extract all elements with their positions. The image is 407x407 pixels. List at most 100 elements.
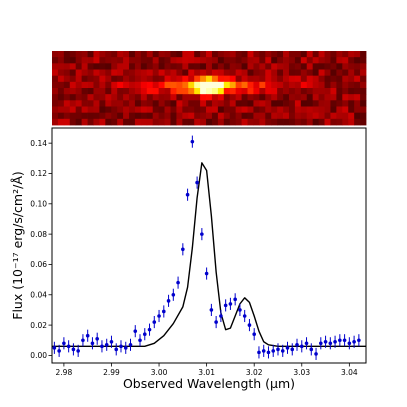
- heatmap-cell: [324, 51, 331, 58]
- heatmap-cell: [354, 112, 361, 120]
- heatmap-cell: [217, 88, 225, 95]
- heatmap-cell: [247, 112, 254, 120]
- heatmap-cell: [188, 106, 195, 114]
- heatmap-cell: [360, 94, 367, 101]
- heatmap-cell: [283, 81, 290, 89]
- heatmap-cell: [206, 81, 213, 89]
- heatmap-cell: [99, 106, 106, 114]
- heatmap-cell: [69, 51, 77, 58]
- heatmap-cell: [52, 100, 59, 107]
- heatmap-cell: [265, 88, 272, 95]
- heatmap-cell: [259, 88, 266, 95]
- heatmap-cell: [354, 100, 361, 107]
- heatmap-cell: [194, 69, 201, 77]
- heatmap-cell: [229, 69, 237, 77]
- data-point: [304, 337, 309, 350]
- heatmap-cell: [81, 88, 88, 95]
- heatmap-cell: [69, 63, 77, 70]
- heatmap-cell: [129, 63, 136, 70]
- data-point: [166, 294, 171, 307]
- heatmap-cell: [271, 81, 278, 89]
- heatmap-cell: [294, 106, 302, 114]
- heatmap-cell: [200, 63, 207, 70]
- heatmap-cell: [105, 69, 112, 77]
- data-point: [57, 344, 61, 357]
- heatmap-cell: [129, 51, 136, 58]
- heatmap-cell: [69, 118, 77, 126]
- heatmap-cell: [330, 81, 337, 89]
- heatmap-cell: [140, 100, 148, 107]
- heatmap-cell: [206, 51, 213, 58]
- heatmap-cell: [188, 81, 195, 89]
- heatmap-cell: [57, 88, 65, 95]
- data-point: [119, 340, 123, 353]
- point-marker: [90, 341, 95, 346]
- heatmap-cell: [111, 88, 118, 95]
- heatmap-cell: [312, 112, 319, 120]
- data-point: [62, 337, 66, 350]
- heatmap-cell: [324, 57, 331, 64]
- point-marker: [171, 292, 176, 297]
- heatmap-cell: [348, 69, 355, 77]
- heatmap-cell: [170, 88, 177, 95]
- heatmap-cell: [182, 81, 189, 89]
- heatmap-cell: [170, 69, 177, 77]
- heatmap-cell: [123, 100, 130, 107]
- heatmap-cell: [318, 100, 325, 107]
- heatmap-cell: [241, 75, 248, 83]
- data-point: [85, 329, 90, 342]
- heatmap-cell: [87, 69, 94, 77]
- heatmap-cell: [164, 75, 171, 83]
- heatmap-cell: [247, 51, 254, 58]
- heatmap-cell: [312, 94, 319, 101]
- heatmap-cell: [111, 69, 118, 77]
- heatmap-cell: [87, 100, 94, 107]
- heatmap-cell: [342, 51, 349, 58]
- data-point: [261, 344, 266, 357]
- data-point: [328, 337, 333, 350]
- heatmap-cell: [111, 118, 118, 126]
- heatmap-cell: [342, 57, 349, 64]
- heatmap-cell: [312, 69, 319, 77]
- heatmap-cell: [294, 100, 302, 107]
- heatmap-cell: [81, 94, 88, 101]
- heatmap-cell: [57, 94, 65, 101]
- data-point: [66, 340, 71, 353]
- heatmap-cell: [194, 57, 201, 64]
- y-tick-label: 0.10: [30, 200, 47, 209]
- heatmap-cell: [129, 106, 136, 114]
- heatmap-cell: [123, 106, 130, 114]
- heatmap-cell: [247, 94, 254, 101]
- heatmap-cell: [194, 106, 201, 114]
- heatmap-cell: [146, 63, 154, 70]
- point-marker: [119, 344, 123, 349]
- model-line: [52, 162, 366, 348]
- heatmap-cell: [229, 63, 237, 70]
- heatmap-cell: [253, 51, 260, 58]
- heatmap-cell: [300, 94, 308, 101]
- data-point: [247, 319, 252, 332]
- heatmap-cell: [69, 75, 77, 83]
- heatmap-cell: [354, 75, 361, 83]
- heatmap-cell: [318, 51, 325, 58]
- heatmap-cell: [336, 88, 343, 95]
- heatmap-cell: [241, 106, 248, 114]
- heatmap-cell: [211, 94, 219, 101]
- spectrum-1d-panel: 2.98 2.99 3.00 3.01 3.02 3.03 3.04 0.000.020.0…: [30, 127, 367, 377]
- heatmap-cell: [134, 88, 142, 95]
- point-marker: [352, 339, 356, 344]
- heatmap-cell: [99, 112, 106, 120]
- heatmap-cell: [140, 69, 148, 77]
- heatmap-cell: [330, 75, 337, 83]
- heatmap-cell: [158, 57, 165, 64]
- heatmap-cell: [294, 75, 302, 83]
- data-point: [71, 343, 76, 356]
- heatmap-cell: [336, 118, 343, 126]
- heatmap-cell: [300, 63, 308, 70]
- data-point: [142, 328, 147, 341]
- heatmap-cell: [330, 69, 337, 77]
- heatmap-cell: [117, 75, 124, 83]
- heatmap-cell: [360, 63, 367, 70]
- heatmap-cell: [75, 57, 83, 64]
- heatmap-cell: [360, 112, 367, 120]
